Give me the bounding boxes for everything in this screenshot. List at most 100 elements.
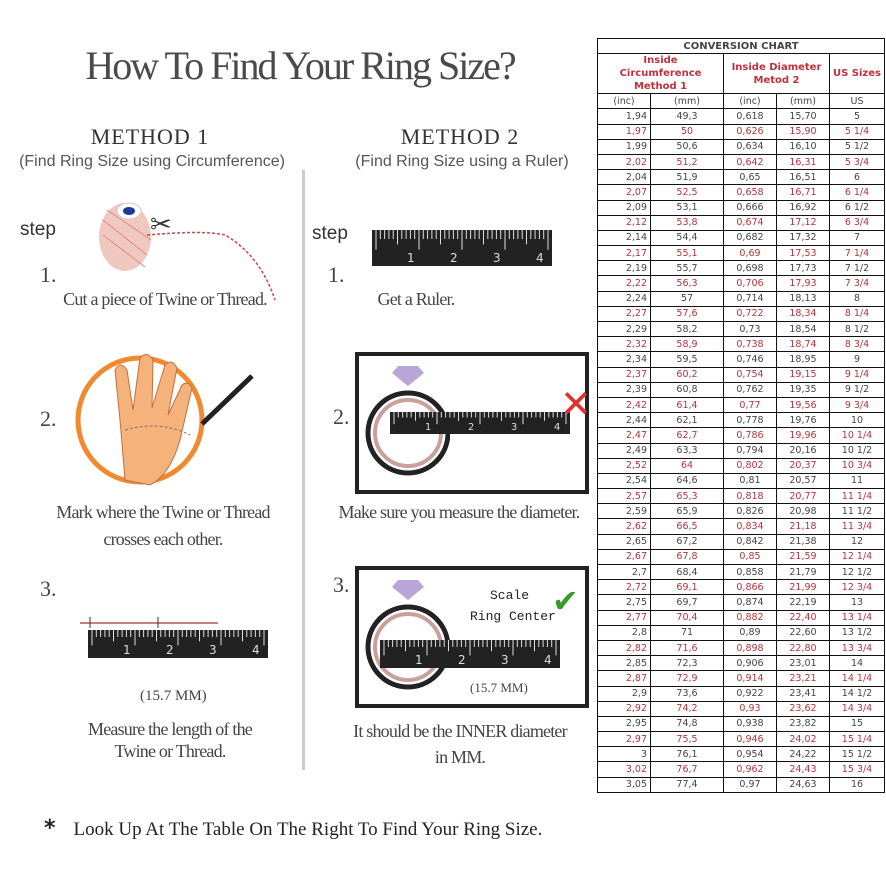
table-row: 2,27 57,6 0,722 18,34 8 1/4 xyxy=(597,305,886,323)
circ-inch-cell: 2,65 xyxy=(597,533,651,550)
diam-mm-cell: 21,79 xyxy=(776,563,830,581)
diam-mm-cell: 22,80 xyxy=(776,639,830,657)
circ-mm-cell: 55,7 xyxy=(650,260,724,277)
diam-mm-cell: 22,60 xyxy=(776,624,830,641)
thread-icon xyxy=(80,617,218,628)
ruler-number: 2 xyxy=(458,653,466,667)
ruler-number: 2 xyxy=(166,643,174,657)
ruler-ticks: 1 2 3 4 xyxy=(393,412,567,433)
method2-step2-number: 2. xyxy=(333,404,350,429)
table-row: 2,29 58,2 0,73 18,54 8 1/2 xyxy=(597,320,886,338)
table-row: 2,12 53,8 0,674 17,12 6 3/4 xyxy=(597,214,886,231)
diam-mm-cell: 24,43 xyxy=(776,761,830,778)
circ-mm-cell: 75,5 xyxy=(650,731,724,748)
diam-mm-cell: 18,74 xyxy=(776,336,830,353)
ruler-method1-step3: 1 2 3 4 xyxy=(88,630,268,658)
circ-inch-cell: 2,29 xyxy=(597,320,651,338)
circ-mm-cell: 58,2 xyxy=(650,320,724,338)
circ-mm-cell: 56,3 xyxy=(650,275,724,292)
circ-inch-cell: 2,87 xyxy=(597,670,651,687)
diam-mm-cell: 19,96 xyxy=(776,427,830,444)
circ-inch-cell: 2,97 xyxy=(597,731,651,748)
diam-mm-cell: 19,35 xyxy=(776,381,830,398)
circ-inch-cell: 3,02 xyxy=(597,761,651,778)
unit-header: (mm) xyxy=(650,93,724,110)
circ-inch-cell: 2,7 xyxy=(597,563,651,581)
header-inside-circumference: Inside Circumference Method 1 xyxy=(597,53,724,95)
diam-mm-cell: 16,92 xyxy=(776,199,830,216)
circ-mm-cell: 67,8 xyxy=(650,548,724,566)
us-size-cell: 10 1/4 xyxy=(828,427,886,444)
circ-inch-cell: 2,04 xyxy=(597,169,651,186)
circ-inch-cell: 2,22 xyxy=(597,275,651,292)
circ-mm-cell: 69,7 xyxy=(650,594,724,611)
diam-mm-cell: 23,01 xyxy=(776,655,830,672)
ruler-number: 1 xyxy=(425,422,431,433)
circ-inch-cell: 2,27 xyxy=(597,305,651,323)
unit-header: (inc) xyxy=(597,93,651,110)
table-row: 2,44 62,1 0,778 19,76 10 xyxy=(597,412,886,429)
circ-inch-cell: 2,37 xyxy=(597,366,651,383)
method2-subtitle: (Find Ring Size using a Ruler) xyxy=(355,153,569,170)
circ-mm-cell: 71,6 xyxy=(650,639,724,657)
diam-mm-cell: 18,54 xyxy=(776,320,830,338)
ruler-method2-step3: 1 2 3 4 xyxy=(380,640,560,668)
diam-mm-cell: 15,90 xyxy=(776,123,830,140)
circ-mm-cell: 76,7 xyxy=(650,761,724,778)
circ-inch-cell: 3,05 xyxy=(597,776,651,793)
diam-inch-cell: 0,922 xyxy=(723,685,777,702)
diam-inch-cell: 0,89 xyxy=(723,624,777,641)
method1-step1-caption: Cut a piece of Twine or Thread. xyxy=(63,289,268,309)
circ-mm-cell: 50 xyxy=(650,123,724,140)
circ-inch-cell: 2,57 xyxy=(597,488,651,505)
circ-inch-cell: 2,02 xyxy=(597,153,651,171)
us-size-cell: 13 1/4 xyxy=(828,609,886,626)
diam-mm-cell: 21,18 xyxy=(776,518,830,535)
us-size-cell: 8 1/2 xyxy=(828,320,886,338)
table-row: 2,97 75,5 0,946 24,02 15 1/4 xyxy=(597,731,886,748)
table-row: 2,62 66,5 0,834 21,18 11 3/4 xyxy=(597,518,886,535)
x-mark-icon: ✕ xyxy=(560,382,592,426)
circ-mm-cell: 62,7 xyxy=(650,427,724,444)
diam-inch-cell: 0,97 xyxy=(723,776,777,793)
us-size-cell: 9 3/4 xyxy=(828,396,886,414)
table-row: 2,34 59,5 0,746 18,95 9 xyxy=(597,351,886,368)
header-line: Metod 2 xyxy=(753,74,800,86)
diam-inch-cell: 0,714 xyxy=(723,290,777,307)
diam-mm-cell: 17,32 xyxy=(776,229,830,247)
table-row: 2,95 74,8 0,938 23,82 15 xyxy=(597,715,886,733)
us-size-cell: 14 1/4 xyxy=(828,670,886,687)
us-size-cell: 6 3/4 xyxy=(828,214,886,231)
diam-inch-cell: 0,954 xyxy=(723,746,777,763)
us-size-cell: 14 1/2 xyxy=(828,685,886,702)
ruler-number: 4 xyxy=(536,251,544,265)
circ-inch-cell: 2,8 xyxy=(597,624,651,641)
circ-mm-cell: 66,5 xyxy=(650,518,724,535)
circ-mm-cell: 60,8 xyxy=(650,381,724,398)
method1-heading: METHOD 1 xyxy=(90,124,210,149)
diam-mm-cell: 17,73 xyxy=(776,260,830,277)
ruler-number: 1 xyxy=(415,653,423,667)
ruler-number: 2 xyxy=(450,251,458,265)
diam-inch-cell: 0,698 xyxy=(723,260,777,277)
circ-inch-cell: 2,42 xyxy=(597,396,651,414)
us-size-cell: 13 xyxy=(828,594,886,611)
circ-mm-cell: 57,6 xyxy=(650,305,724,323)
circ-inch-cell: 2,85 xyxy=(597,655,651,672)
method1-step3-number: 3. xyxy=(40,576,57,601)
check-mark-icon: ✔ xyxy=(552,582,579,620)
circ-mm-cell: 64,6 xyxy=(650,472,724,490)
method1-step3-measure: (15.7 MM) xyxy=(140,688,207,704)
us-size-cell: 15 3/4 xyxy=(828,761,886,778)
method2-step3-number: 3. xyxy=(333,572,350,597)
ruler-number: 3 xyxy=(501,653,509,667)
us-size-cell: 10 xyxy=(828,412,886,429)
circ-mm-cell: 55,1 xyxy=(650,245,724,262)
diam-mm-cell: 18,34 xyxy=(776,305,830,323)
units-row: (inc) (mm) (inc) (mm) US xyxy=(597,93,886,110)
diam-mm-cell: 20,77 xyxy=(776,488,830,505)
table-row: 2,17 55,1 0,69 17,53 7 1/4 xyxy=(597,245,886,262)
circ-inch-cell: 2,12 xyxy=(597,214,651,231)
diam-inch-cell: 0,818 xyxy=(723,488,777,505)
circ-inch-cell: 2,92 xyxy=(597,700,651,717)
